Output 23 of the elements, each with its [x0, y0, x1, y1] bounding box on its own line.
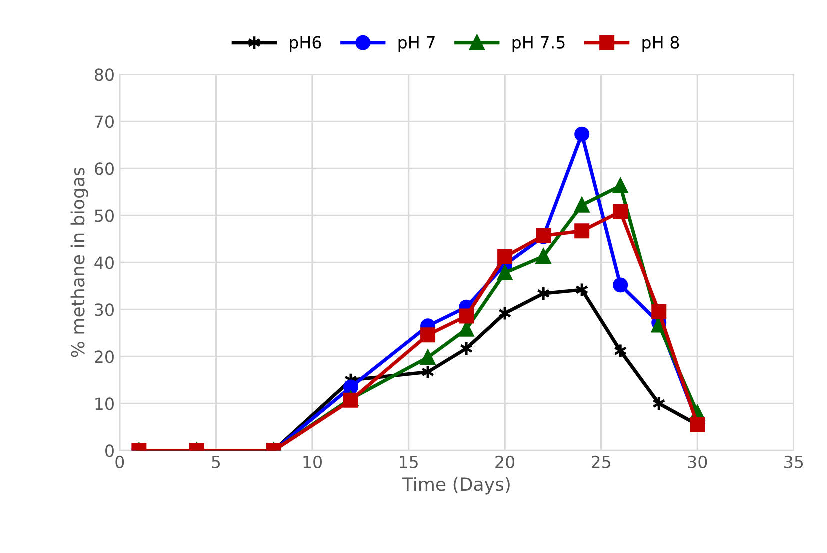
y-tick-label: 0 — [106, 444, 114, 458]
y-tick-label: 40 — [94, 256, 114, 270]
legend-label: pH 7 — [398, 36, 435, 52]
legend-label: pH6 — [290, 36, 322, 52]
y-tick-label: 80 — [94, 68, 114, 82]
x-tick-label: 0 — [116, 456, 124, 468]
x-axis-title: Time (Days) — [402, 477, 510, 495]
legend-label: pH 7.5 — [512, 36, 565, 52]
legend-label: pH 8 — [642, 36, 680, 52]
y-tick-label: 10 — [96, 398, 114, 410]
y-tick-label: 20 — [95, 350, 114, 364]
x-tick-label: 10 — [304, 456, 322, 468]
y-tick-label: 50 — [95, 210, 114, 222]
y-tick-label: 60 — [95, 162, 114, 176]
x-tick-label: 15 — [400, 456, 418, 468]
x-tick-label: 20 — [496, 456, 515, 468]
x-tick-label: 35 — [784, 456, 804, 468]
y-axis-title: % methane in biogas — [70, 168, 88, 358]
x-tick-label: 25 — [592, 456, 610, 468]
x-tick-label: 5 — [212, 456, 220, 468]
y-tick-label: 30 — [95, 304, 114, 316]
y-tick-label: 70 — [95, 116, 114, 128]
x-tick-label: 30 — [688, 456, 708, 468]
